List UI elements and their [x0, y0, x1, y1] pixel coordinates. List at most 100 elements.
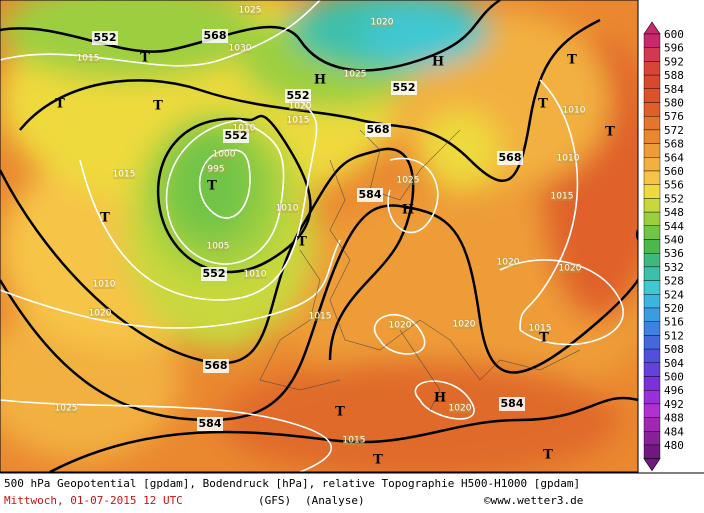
label-box	[285, 89, 311, 103]
geopotential-label: 568	[499, 151, 522, 164]
isobar-label: 1015	[343, 436, 366, 446]
pressure-center: T	[100, 211, 110, 226]
geopotential-label: 552	[287, 89, 310, 102]
scale-label: 552	[664, 192, 684, 205]
isobar-label: 1025	[397, 176, 420, 186]
label-box	[397, 175, 419, 185]
isobar-label: 1020	[89, 309, 112, 319]
geopotential-label: 584	[359, 188, 382, 201]
label-box	[89, 308, 111, 318]
label-box	[93, 279, 115, 289]
label-box	[77, 53, 99, 63]
label-box	[365, 123, 391, 137]
pressure-isobars	[0, 0, 624, 472]
isobar-label: 1020	[289, 102, 312, 112]
label-box	[309, 311, 331, 321]
scale-swatch	[643, 143, 661, 158]
isobar-label: 1015	[309, 312, 332, 322]
pressure-center: T	[335, 405, 345, 420]
geopotential-label: 552	[393, 81, 416, 94]
label-box	[529, 323, 551, 333]
coastlines	[259, 129, 581, 411]
isobar-label: 1010	[557, 154, 580, 164]
geopotential-label: 568	[367, 123, 390, 136]
pressure-center: T	[153, 99, 163, 114]
scale-label: 584	[664, 83, 684, 96]
label-box	[449, 403, 471, 413]
scale-arrow-down	[643, 458, 661, 472]
pressure-center: T	[140, 51, 150, 66]
label-box	[201, 267, 227, 281]
pressure-center: T	[567, 53, 577, 68]
label-box	[551, 191, 573, 201]
isobar-label: 1025	[239, 6, 262, 16]
scale-swatch	[643, 444, 661, 459]
isobar-label: 1010	[244, 270, 267, 280]
scale-swatch	[643, 115, 661, 131]
pressure-center: T	[297, 235, 307, 250]
label-box	[497, 257, 519, 267]
isobar-label: 1010	[563, 106, 586, 116]
scale-label: 500	[664, 371, 684, 384]
scale-swatch	[643, 321, 661, 336]
scale-swatch	[643, 184, 661, 199]
isobar-label: 1015	[529, 324, 552, 334]
isobar-label: 1020	[371, 18, 394, 28]
scale-label: 548	[664, 206, 684, 219]
isobar-label: 1020	[559, 264, 582, 274]
isobar-label: 1025	[55, 404, 78, 414]
pressure-center: H	[402, 203, 414, 218]
scale-swatch	[643, 362, 661, 377]
label-box	[213, 149, 235, 159]
geopotential-label: 584	[501, 397, 524, 410]
scale-label: 520	[664, 302, 684, 315]
label-box	[239, 5, 261, 15]
scale-label: 492	[664, 398, 684, 411]
label-box	[55, 403, 77, 413]
isobar-label: 1020	[497, 258, 520, 268]
label-box	[289, 101, 311, 111]
scale-swatch	[643, 239, 661, 254]
label-box	[244, 269, 266, 279]
scale-swatch	[643, 102, 661, 117]
scale-swatch	[643, 307, 661, 322]
isobar-label: 1000	[213, 150, 236, 160]
label-box	[229, 43, 251, 53]
isobar-label: 1020	[449, 404, 472, 414]
scale-swatch	[643, 335, 661, 350]
scale-swatch	[643, 294, 661, 309]
isobar-label: 1030	[229, 44, 252, 54]
scale-label: 524	[664, 288, 684, 301]
label-box	[557, 153, 579, 163]
scale-label: 600	[664, 28, 684, 41]
label-box	[499, 397, 525, 411]
label-box	[453, 319, 475, 329]
pressure-center: T	[605, 125, 615, 140]
pressure-center: H	[432, 55, 444, 70]
label-box	[371, 17, 393, 27]
label-box	[343, 435, 365, 445]
geopotential-label: 552	[94, 31, 117, 44]
scale-swatch	[643, 225, 661, 240]
scale-arrow-up	[643, 21, 661, 35]
isobar-label: 1020	[453, 320, 476, 330]
geopotential-label: 584	[199, 417, 222, 430]
isobar-label: 1010	[93, 280, 116, 290]
scale-label: 564	[664, 151, 684, 164]
scale-swatch	[643, 157, 661, 172]
color-scale: 6005965925885845805765725685645605565525…	[643, 21, 684, 472]
scale-label: 588	[664, 69, 684, 82]
label-box	[207, 241, 229, 251]
label-box	[559, 263, 581, 273]
scale-label: 496	[664, 384, 684, 397]
pressure-center: T	[539, 331, 549, 346]
pressure-center: H	[314, 73, 326, 88]
isobar-label: 1015	[551, 192, 574, 202]
geopotential-label: 568	[205, 359, 228, 372]
label-box	[233, 123, 255, 133]
scale-label: 508	[664, 343, 684, 356]
pressure-center: T	[207, 179, 217, 194]
scale-label: 596	[664, 42, 684, 55]
label-box	[113, 169, 135, 179]
label-box	[391, 81, 417, 95]
